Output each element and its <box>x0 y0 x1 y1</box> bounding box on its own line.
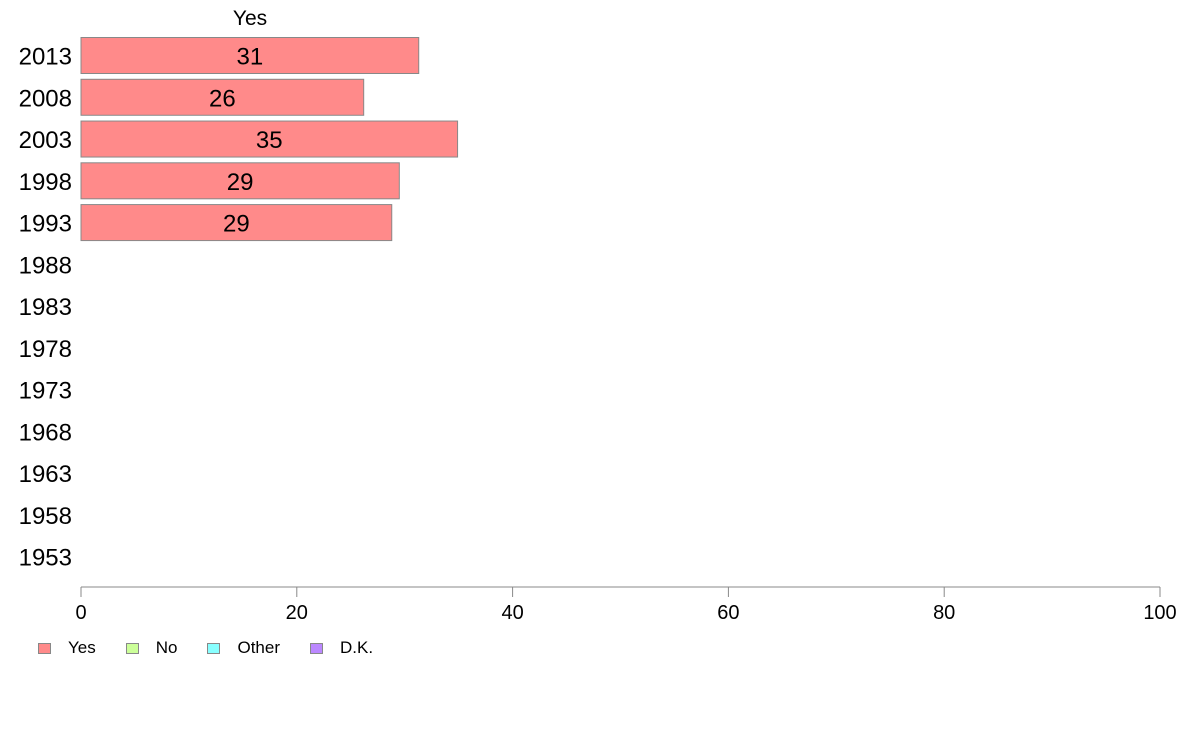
bar-label-2003: 35 <box>256 127 283 154</box>
year-label-1993: 1993 <box>19 211 72 238</box>
bar-label-2008: 26 <box>209 85 236 112</box>
legend-label-other: Other <box>237 638 280 657</box>
year-label-2008: 2008 <box>19 85 72 112</box>
legend-swatch-no <box>125 642 139 654</box>
year-label-1973: 1973 <box>19 378 72 405</box>
legend-item-yes: Yes <box>38 638 96 658</box>
bar-label-1993: 29 <box>223 211 250 238</box>
legend-label-d-k: D.K. <box>340 638 374 657</box>
legend-swatch-other <box>207 642 221 654</box>
bar-yes-2003 <box>80 120 459 158</box>
legend-swatch-yes <box>38 642 51 654</box>
year-label-1998: 1998 <box>19 169 72 196</box>
bar-yes-1993 <box>80 204 393 242</box>
x-tick-label-100: 100 <box>1143 602 1176 624</box>
x-tick-label-80: 80 <box>933 602 955 624</box>
year-label-1988: 1988 <box>19 252 72 279</box>
year-label-1963: 1963 <box>19 461 72 488</box>
x-tick-label-0: 0 <box>75 602 86 624</box>
year-label-1953: 1953 <box>19 545 72 572</box>
year-label-1958: 1958 <box>19 503 72 530</box>
x-tick-label-60: 60 <box>717 602 739 624</box>
year-labels-group: 2013 2008 2003 1998 1993 1988 1983 1978 1973 1968… <box>19 44 72 572</box>
legend-item-other: Other <box>207 638 280 658</box>
year-label-1968: 1968 <box>19 419 72 446</box>
legend-swatch-d-k <box>310 642 323 654</box>
x-ticks-group: 0 20 40 60 80 100 <box>75 587 1177 624</box>
legend-label-no: No <box>155 638 178 657</box>
legend: Yes No Other D.K. <box>38 638 403 658</box>
year-label-2003: 2003 <box>19 127 72 154</box>
bar-yes-2008 <box>80 78 365 116</box>
bar-label-1998: 29 <box>227 169 254 196</box>
year-label-1983: 1983 <box>19 294 72 321</box>
bar-yes-2013 <box>80 37 420 74</box>
x-tick-label-20: 20 <box>286 602 308 624</box>
x-tick-label-40: 40 <box>501 602 523 624</box>
year-label-2013: 2013 <box>19 44 72 71</box>
legend-label-yes: Yes <box>68 638 96 657</box>
year-label-1978: 1978 <box>19 336 72 363</box>
series-header-yes: Yes <box>233 7 267 30</box>
legend-item-d-k: D.K. <box>310 638 373 658</box>
bar-label-2013: 31 <box>237 44 264 71</box>
bar-yes-1998 <box>80 162 400 200</box>
legend-item-no: No <box>125 638 178 658</box>
